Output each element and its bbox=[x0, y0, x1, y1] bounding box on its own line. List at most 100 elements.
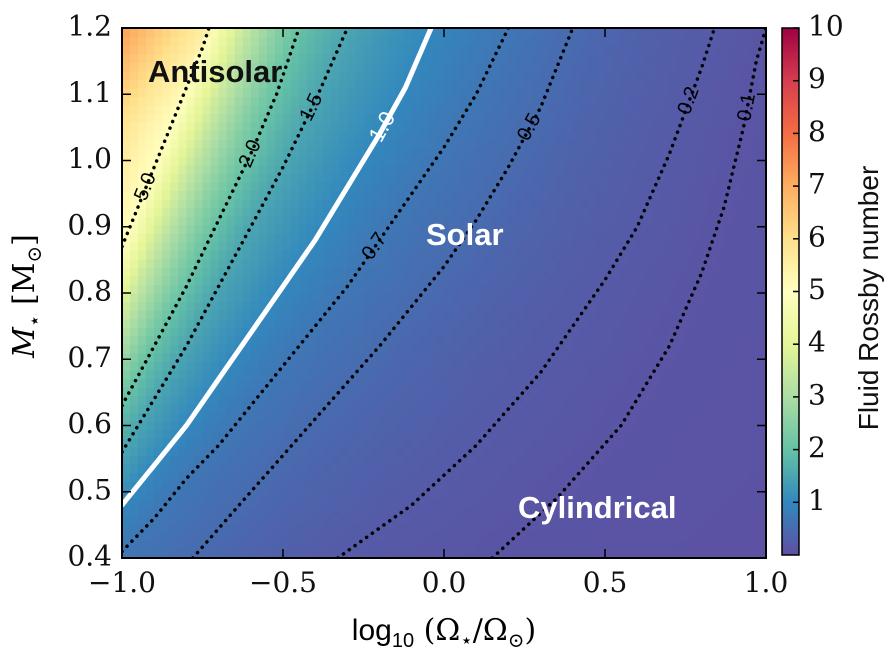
heatmap-cell bbox=[645, 156, 654, 166]
heatmap-cell bbox=[387, 446, 397, 457]
heatmap-cell bbox=[138, 515, 147, 525]
heatmap-cell bbox=[427, 455, 437, 465]
heatmap-cell bbox=[556, 233, 566, 243]
heatmap-cell bbox=[283, 352, 292, 362]
heatmap-cell bbox=[757, 352, 766, 362]
heatmap-cell bbox=[395, 387, 405, 397]
heatmap-cell bbox=[484, 156, 493, 166]
heatmap-cell bbox=[468, 549, 477, 558]
heatmap-cell bbox=[637, 310, 646, 320]
heatmap-cell bbox=[757, 79, 766, 89]
heatmap-cell bbox=[242, 267, 252, 277]
heatmap-cell bbox=[572, 53, 582, 63]
heatmap-cell bbox=[339, 361, 348, 371]
heatmap-cell bbox=[170, 28, 179, 38]
heatmap-cell bbox=[291, 472, 300, 482]
heatmap-cell bbox=[508, 207, 518, 217]
heatmap-cell bbox=[516, 241, 526, 251]
heatmap-cell bbox=[162, 147, 171, 157]
heatmap-cell bbox=[283, 506, 292, 516]
heatmap-cell bbox=[258, 361, 268, 371]
heatmap-cell bbox=[500, 310, 509, 320]
heatmap-cell bbox=[347, 70, 357, 80]
heatmap-cell bbox=[548, 523, 558, 533]
heatmap-cell bbox=[347, 532, 357, 542]
heatmap-cell bbox=[170, 147, 179, 157]
heatmap-cell bbox=[419, 250, 429, 260]
heatmap-cell bbox=[274, 378, 284, 388]
heatmap-cell bbox=[548, 164, 558, 174]
heatmap-cell bbox=[444, 472, 453, 482]
heatmap-cell bbox=[685, 198, 695, 209]
heatmap-cell bbox=[355, 532, 365, 542]
heatmap-cell bbox=[508, 532, 518, 542]
heatmap-cell bbox=[733, 455, 743, 465]
heatmap-cell bbox=[524, 156, 534, 166]
heatmap-cell bbox=[202, 250, 212, 260]
heatmap-cell bbox=[524, 301, 534, 311]
heatmap-cell bbox=[540, 139, 550, 149]
heatmap-cell bbox=[170, 455, 179, 465]
heatmap-cell bbox=[621, 421, 630, 431]
heatmap-cell bbox=[572, 361, 582, 371]
heatmap-cell bbox=[556, 387, 566, 397]
heatmap-cell bbox=[588, 130, 598, 140]
heatmap-cell bbox=[460, 455, 469, 465]
heatmap-cell bbox=[379, 241, 389, 251]
heatmap-cell bbox=[621, 540, 630, 551]
heatmap-cell bbox=[234, 147, 244, 157]
heatmap-cell bbox=[178, 198, 187, 209]
heatmap-cell bbox=[645, 173, 654, 183]
heatmap-cell bbox=[379, 53, 389, 63]
heatmap-cell bbox=[444, 207, 453, 217]
heatmap-cell bbox=[661, 207, 670, 217]
heatmap-cell bbox=[508, 258, 518, 268]
heatmap-cell bbox=[154, 404, 163, 414]
heatmap-cell bbox=[460, 481, 469, 491]
heatmap-cell bbox=[733, 216, 743, 226]
heatmap-cell bbox=[274, 540, 284, 551]
heatmap-cell bbox=[580, 28, 590, 38]
heatmap-cell bbox=[524, 540, 534, 551]
heatmap-cell bbox=[605, 190, 614, 200]
heatmap-cell bbox=[629, 404, 638, 414]
heatmap-cell bbox=[757, 327, 766, 337]
heatmap-cell bbox=[331, 540, 340, 551]
heatmap-cell bbox=[540, 472, 550, 482]
heatmap-cell bbox=[427, 147, 437, 157]
heatmap-cell bbox=[653, 489, 662, 499]
heatmap-cell bbox=[138, 104, 147, 115]
heatmap-cell bbox=[162, 404, 171, 414]
heatmap-cell bbox=[709, 267, 719, 277]
heatmap-cell bbox=[226, 190, 236, 200]
heatmap-cell bbox=[371, 481, 381, 491]
heatmap-cell bbox=[757, 472, 766, 482]
heatmap-cell bbox=[307, 404, 316, 414]
heatmap-cell bbox=[258, 275, 268, 286]
heatmap-cell bbox=[411, 429, 421, 439]
heatmap-cell bbox=[427, 412, 437, 422]
heatmap-cell bbox=[347, 369, 357, 380]
heatmap-cell bbox=[540, 53, 550, 63]
heatmap-cell bbox=[637, 515, 646, 525]
heatmap-cell bbox=[250, 216, 260, 226]
heatmap-cell bbox=[701, 216, 711, 226]
heatmap-cell bbox=[572, 216, 582, 226]
heatmap-cell bbox=[629, 198, 638, 209]
heatmap-cell bbox=[572, 190, 582, 200]
heatmap-cell bbox=[741, 369, 751, 380]
heatmap-cell bbox=[403, 549, 413, 558]
heatmap-cell bbox=[500, 421, 509, 431]
heatmap-cell bbox=[242, 130, 252, 140]
heatmap-cell bbox=[395, 147, 405, 157]
heatmap-cell bbox=[717, 540, 727, 551]
heatmap-cell bbox=[725, 429, 735, 439]
heatmap-cell bbox=[741, 515, 751, 525]
heatmap-cell bbox=[629, 181, 638, 192]
heatmap-cell bbox=[234, 446, 244, 457]
heatmap-cell bbox=[427, 506, 437, 516]
heatmap-cell bbox=[685, 96, 695, 106]
heatmap-cell bbox=[532, 207, 542, 217]
heatmap-cell bbox=[669, 446, 679, 457]
contour-line bbox=[122, 28, 434, 508]
